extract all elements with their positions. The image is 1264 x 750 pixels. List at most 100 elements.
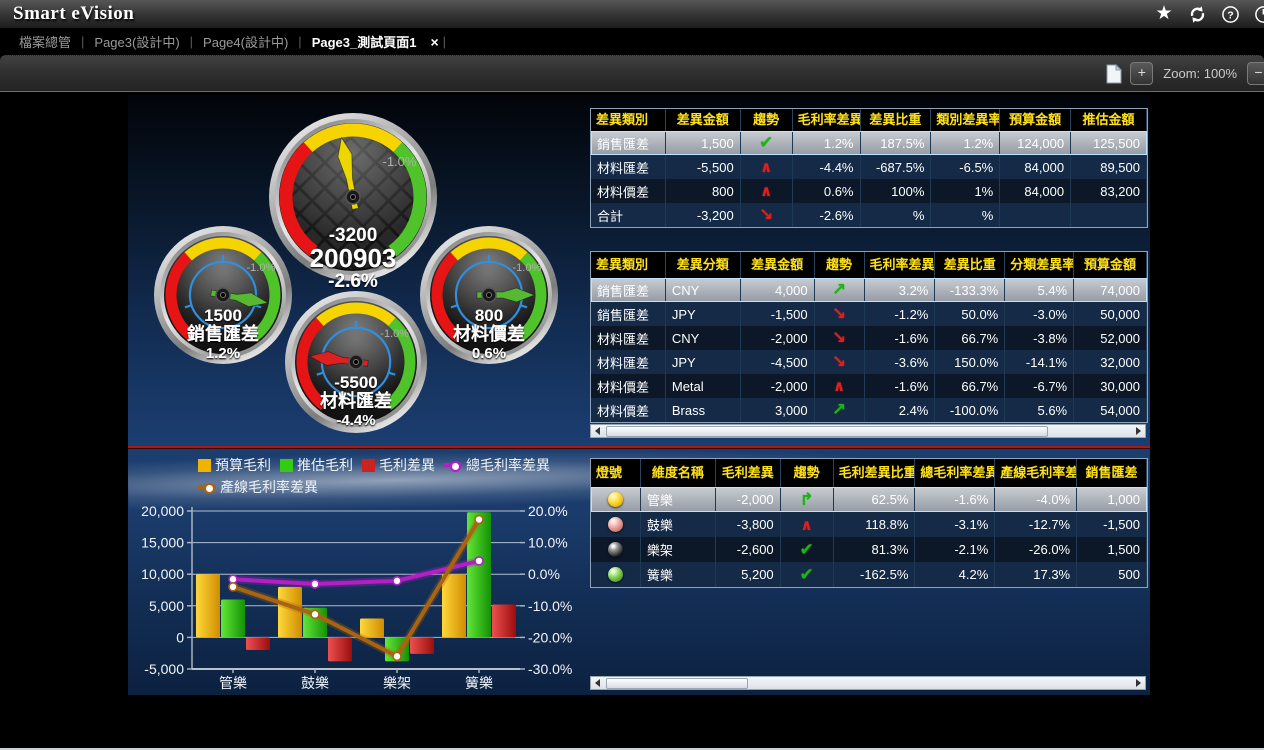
table-cell: 1.2% — [793, 131, 861, 155]
bar-毛利差異 — [328, 637, 352, 662]
table-cell: 5.4% — [1005, 278, 1075, 302]
category-label: 樂架 — [383, 675, 411, 691]
table-cell: 鼓樂 — [641, 512, 716, 537]
svg-text:200903: 200903 — [310, 243, 397, 273]
column-header[interactable]: 銷售匯差 — [1077, 459, 1147, 487]
table-cell: 1,500 — [666, 131, 741, 155]
table-cell: % — [861, 203, 932, 227]
column-header[interactable]: 類別差異率 — [931, 109, 1001, 131]
column-header[interactable]: 總毛利率差異 — [915, 459, 996, 487]
column-header[interactable]: 差異分類 — [666, 252, 741, 278]
table-cell: ↘ — [815, 350, 865, 374]
table-row[interactable]: 管樂 -2,000 ↱ 62.5% -1.6% -4.0% 1,000 — [591, 487, 1147, 512]
svg-text:-20.0%: -20.0% — [528, 629, 572, 645]
trend-downright-icon: ↘ — [831, 352, 847, 371]
tab-separator: | — [298, 34, 302, 49]
legend-label: 毛利差異 — [379, 457, 435, 473]
table-row[interactable]: 簧樂 5,200 ✔ -162.5% 4.2% 17.3% 500 — [591, 562, 1147, 587]
table-cell: 0.6% — [793, 179, 861, 203]
table-row[interactable]: 銷售匯差 JPY -1,500 ↘ -1.2% 50.0% -3.0% 50,000 — [591, 302, 1147, 326]
table-cell: 4,000 — [741, 278, 815, 302]
table-row[interactable]: 銷售匯差 1,500 ✔ 1.2% 187.5% 1.2% 124,000 125,500 — [591, 131, 1147, 155]
table-cell: 187.5% — [861, 131, 932, 155]
tab-file-manager[interactable]: 檔案總管 — [19, 35, 72, 50]
table-cell: ∧ — [781, 512, 834, 537]
column-header[interactable]: 毛利率差異 — [793, 109, 861, 131]
column-header[interactable]: 差異比重 — [861, 109, 932, 131]
table-cell — [591, 512, 641, 537]
tab-page3-design[interactable]: Page3(設計中) — [94, 35, 180, 50]
trend-downright-icon: ↘ — [831, 328, 847, 347]
help-icon[interactable]: ? — [1220, 4, 1240, 24]
column-header[interactable]: 毛利率差異 — [865, 252, 936, 278]
bar-毛利差異 — [246, 637, 270, 651]
refresh-icon[interactable] — [1187, 4, 1207, 24]
legend-dot — [450, 461, 461, 472]
table-row[interactable]: 材料價差 800 ∧ 0.6% 100% 1% 84,000 83,200 — [591, 179, 1147, 203]
scroll-left-icon[interactable] — [591, 677, 604, 689]
column-header[interactable]: 趨勢 — [741, 109, 793, 131]
legend-dot — [204, 483, 215, 494]
table-cell: 1,500 — [1077, 537, 1147, 562]
new-page-icon[interactable] — [1106, 63, 1123, 84]
column-header[interactable]: 趨勢 — [815, 252, 865, 278]
scroll-right-icon[interactable] — [1132, 425, 1145, 437]
legend-line-swatch — [444, 461, 462, 472]
zoom-in-button[interactable]: + — [1130, 62, 1154, 85]
table-row[interactable]: 銷售匯差 CNY 4,000 ↗ 3.2% -133.3% 5.4% 74,000 — [591, 278, 1147, 302]
table-cell: -1.2% — [865, 302, 936, 326]
column-header[interactable]: 推估金額 — [1071, 109, 1147, 131]
column-header[interactable]: 毛利差異比重 — [834, 459, 916, 487]
category-label: 管樂 — [219, 675, 247, 691]
column-header[interactable]: 預算金額 — [1000, 109, 1072, 131]
column-header[interactable]: 差異類別 — [591, 109, 666, 131]
table-cell: JPY — [666, 350, 741, 374]
column-header[interactable]: 燈號 — [591, 459, 641, 487]
table-cell: Brass — [666, 398, 741, 422]
column-header[interactable]: 差異金額 — [741, 252, 815, 278]
table-row[interactable]: 合計 -3,200 ↘ -2.6%%% — [591, 203, 1147, 227]
tab-page3-test-active[interactable]: Page3_測試頁面1 — [311, 35, 417, 50]
favorite-star-icon[interactable]: ★ — [1155, 3, 1173, 24]
table-cell: -1,500 — [741, 302, 815, 326]
column-header[interactable]: 趨勢 — [781, 459, 834, 487]
trend-check-icon: ✔ — [759, 133, 774, 152]
table-cell: -2.1% — [915, 537, 996, 562]
column-header[interactable]: 差異金額 — [666, 109, 741, 131]
column-header[interactable]: 預算金額 — [1074, 252, 1147, 278]
table-cell: -2.6% — [793, 203, 861, 227]
tab-close-icon[interactable]: × — [430, 33, 439, 50]
scroll-right-icon[interactable] — [1132, 677, 1145, 689]
table-row[interactable]: 材料匯差 -5,500 ∧ -4.4% -687.5% -6.5% 84,000 89,500 — [591, 155, 1147, 179]
tab-page4-design[interactable]: Page4(設計中) — [203, 35, 289, 50]
scrollbar-thumb[interactable] — [606, 678, 748, 689]
table-cell: JPY — [666, 302, 741, 326]
power-icon[interactable] — [1253, 4, 1264, 24]
column-header[interactable]: 差異類別 — [591, 252, 666, 278]
table-row[interactable]: 材料匯差 JPY -4,500 ↘ -3.6% 150.0% -14.1% 32,000 — [591, 350, 1147, 374]
signal-lamp-dark — [607, 542, 623, 557]
table-row[interactable]: 鼓樂 -3,800 ∧ 118.8% -3.1% -12.7% -1,500 — [591, 512, 1147, 537]
table3-horizontal-scrollbar[interactable] — [590, 676, 1146, 690]
table-row[interactable]: 樂架 -2,600 ✔ 81.3% -2.1% -26.0% 1,500 — [591, 537, 1147, 562]
column-header[interactable]: 差異比重 — [935, 252, 1006, 278]
table-cell: 500 — [1077, 562, 1147, 587]
column-header[interactable]: 維度名稱 — [641, 459, 716, 487]
table-row[interactable]: 材料匯差 CNY -2,000 ↘ -1.6% 66.7% -3.8% 52,000 — [591, 326, 1147, 350]
category-label: 簧樂 — [465, 675, 493, 691]
column-header[interactable]: 產線毛利率差! — [995, 459, 1078, 487]
table2-horizontal-scrollbar[interactable] — [590, 424, 1146, 438]
column-header[interactable]: 分類差異率 — [1005, 252, 1075, 278]
table-row[interactable]: 材料價差 Metal -2,000 ∧ -1.6% 66.7% -6.7% 30,000 — [591, 374, 1147, 398]
table-row[interactable]: 材料價差 Brass 3,000 ↗ 2.4% -100.0% 5.6% 54,000 — [591, 398, 1147, 422]
table-cell — [591, 562, 641, 587]
scrollbar-thumb[interactable] — [606, 426, 1048, 437]
zoom-out-button[interactable]: − — [1247, 62, 1264, 85]
bar-毛利差異 — [410, 637, 434, 654]
dashboard: -1.0% -3200 200903 -2.6% -1.0% 1500 銷售匯差 1.2% -1… — [128, 95, 1150, 695]
svg-text:15,000: 15,000 — [141, 535, 184, 551]
column-header[interactable]: 毛利差異 — [716, 459, 781, 487]
scroll-left-icon[interactable] — [591, 425, 604, 437]
